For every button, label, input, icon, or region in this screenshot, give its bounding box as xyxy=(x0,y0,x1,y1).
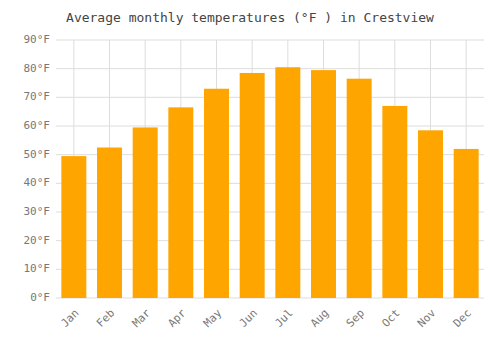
y-tick-label: 70°F xyxy=(24,90,51,103)
x-tick-label: Mar xyxy=(130,306,154,330)
y-tick-label: 50°F xyxy=(24,148,51,161)
x-tick-label: Dec xyxy=(451,307,474,330)
title: Average monthly temperatures (°F ) in Cr… xyxy=(66,10,434,25)
bars xyxy=(61,67,478,298)
y-tick-label: 40°F xyxy=(24,176,51,189)
y-tick-label: 20°F xyxy=(24,234,51,247)
bar xyxy=(133,127,158,298)
y-grid-line xyxy=(56,40,484,41)
bar xyxy=(204,89,229,298)
y-tick-label: 10°F xyxy=(24,262,51,275)
x-tick-label: Oct xyxy=(379,307,402,330)
bar xyxy=(240,73,265,298)
x-tick-label: Aug xyxy=(308,307,331,330)
axes: 0°F 10°F 20°F 30°F 40°F 50°F 60°F 70°F 80°F 90°F J… xyxy=(24,33,474,330)
x-tick-label: Sep xyxy=(344,307,367,330)
bar xyxy=(275,67,300,298)
y-tick-label: 90°F xyxy=(24,33,51,46)
x-tick-label: Apr xyxy=(165,306,189,330)
x-tick-label: Nov xyxy=(415,306,439,330)
y-grid-line xyxy=(56,68,484,69)
x-tick-label: Feb xyxy=(94,307,117,330)
chart-svg: 0°F 10°F 20°F 30°F 40°F 50°F 60°F 70°F 80°F 90°F J… xyxy=(0,0,500,350)
y-grid-line xyxy=(56,126,484,127)
bar xyxy=(418,130,443,298)
bar xyxy=(97,148,122,299)
bar xyxy=(454,149,479,298)
y-tick-label: 30°F xyxy=(24,205,51,218)
x-tick-label: May xyxy=(201,306,225,330)
bar xyxy=(61,156,86,298)
bar xyxy=(347,79,372,298)
grid xyxy=(56,40,484,298)
y-tick-label: 80°F xyxy=(24,62,51,75)
x-tick-label: Jul xyxy=(272,307,295,330)
bar xyxy=(168,107,193,298)
y-grid-line xyxy=(56,97,484,98)
y-tick-label: 0°F xyxy=(30,291,50,304)
x-tick-label: Jan xyxy=(58,307,81,330)
bar xyxy=(311,70,336,298)
bar xyxy=(382,106,407,298)
x-tick-label: Jun xyxy=(237,307,260,330)
y-tick-label: 60°F xyxy=(24,119,51,132)
chart-container: 0°F 10°F 20°F 30°F 40°F 50°F 60°F 70°F 80°F 90°F J… xyxy=(0,0,500,350)
